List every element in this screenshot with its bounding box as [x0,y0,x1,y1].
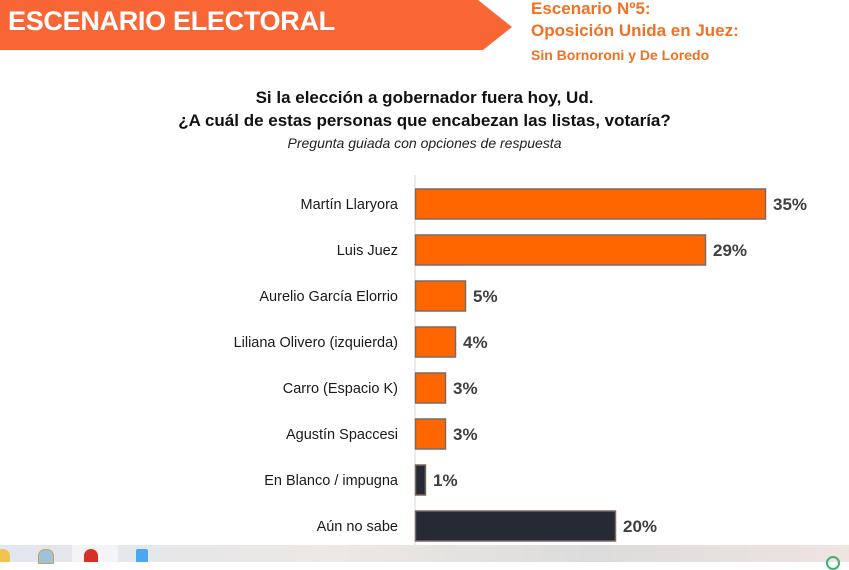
taskbar [0,545,849,570]
bar-row: Aún no sabe 20% [317,510,657,542]
data-label: 35% [773,195,807,214]
category-label: Aurelio García Elorrio [259,289,398,305]
bar-row: Aurelio García Elorrio 5% [259,280,498,312]
bar [414,188,767,220]
data-label: 5% [473,287,498,306]
bar-row: Liliana Olivero (izquierda) 4% [234,326,488,358]
scenario-note: Sin Bornoroni y De Loredo [531,47,710,63]
banner-title: ESCENARIO ELECTORAL [8,6,335,36]
category-label: En Blanco / impugna [264,473,399,489]
bar [414,510,617,542]
scenario-heading: Escenario Nº5: Oposición Unida en Juez: … [531,0,739,66]
bar [414,418,447,450]
data-label: 29% [713,241,747,260]
category-label: Luis Juez [337,243,398,259]
bar-row: En Blanco / impugna 1% [264,464,458,496]
category-label: Aún no sabe [317,519,398,535]
category-label: Carro (Espacio K) [283,381,398,397]
question-line-1: Si la elección a gobernador fuera hoy, U… [255,88,594,107]
scenario-name: Oposición Unida en Juez: [531,21,739,40]
status-icon[interactable] [826,556,840,570]
bar [414,372,447,404]
data-label: 3% [453,379,478,398]
bar-row: Luis Juez 29% [337,234,747,266]
bar-row: Agustín Spaccesi 3% [286,418,478,450]
data-label: 20% [623,517,657,536]
question-subtitle: Pregunta guiada con opciones de respuest… [287,135,562,151]
bar [414,280,467,312]
bar-row: Martín Llaryora 35% [300,188,807,220]
bar [414,234,707,266]
data-label: 4% [463,333,488,352]
category-label: Liliana Olivero (izquierda) [234,335,398,351]
bar-chart: Martín Llaryora 35% Luis Juez 29% Aurelio Ga… [234,175,807,545]
chrome-icon[interactable] [84,549,98,562]
data-label: 3% [453,425,478,444]
folder-icon[interactable] [0,549,10,562]
app-icon[interactable] [136,549,148,562]
question-line-2: ¿A cuál de estas personas que encabezan … [178,111,671,130]
banner-arrow-shape [0,0,512,50]
data-label: 1% [433,471,458,490]
header-banner: ESCENARIO ELECTORAL [0,0,512,50]
category-label: Martín Llaryora [300,197,398,213]
bar [414,464,427,496]
category-label: Agustín Spaccesi [286,427,398,443]
scenario-number: Escenario Nº5: [531,0,651,18]
bar [414,326,457,358]
survey-question: Si la elección a gobernador fuera hoy, U… [0,86,849,154]
bar-row: Carro (Espacio K) 3% [283,372,478,404]
